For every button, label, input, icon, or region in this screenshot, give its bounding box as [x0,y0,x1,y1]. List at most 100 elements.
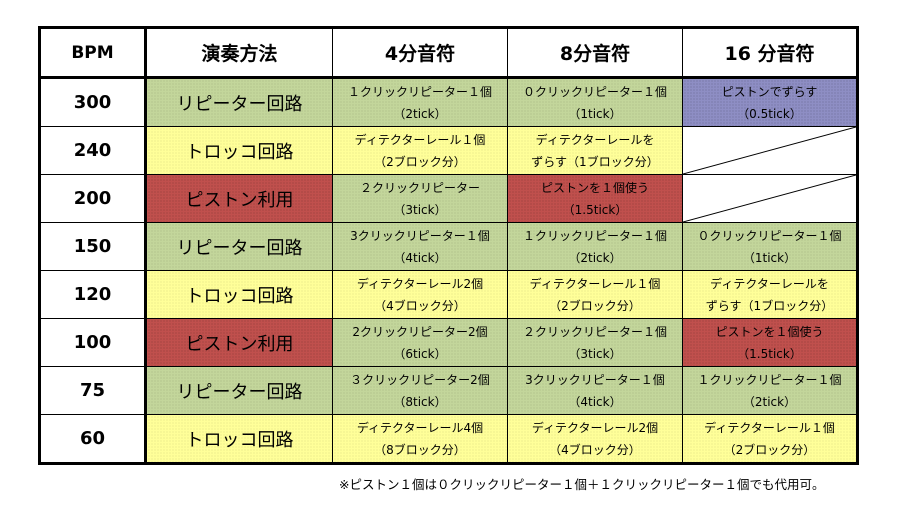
table-row: 75 リピーター回路 ３クリックリピーター2個 （8tick） 3クリックリピーター１個… [39,366,858,415]
eighth-note-cell: ディテクターレールを ずらす（1ブロック分） [507,126,683,175]
quarter-note-cell: 3クリックリピーター１個 （4tick） [332,222,508,271]
eighth-note-cell: ディテクターレール１個 （2ブロック分） [507,270,683,319]
cell-line-1: ディテクターレール１個 [354,132,486,147]
eighth-note-cell: １クリックリピーター１個 （2tick） [507,222,683,271]
cell-line-2: （3tick） [393,202,447,217]
cell-line-2: （2ブロック分） [549,298,641,313]
cell-line-1: ディテクターレール2個 [356,276,484,291]
diagonal-slash [683,175,856,222]
table-row: 60 トロッコ回路 ディテクターレール4個 （8ブロック分） ディテクターレール2個 （4… [39,414,858,464]
cell-line-1: 2クリックリピーター2個 [352,324,488,339]
cell-line-2: （1tick） [568,106,622,121]
cell-line-2: （4ブロック分） [374,298,466,313]
method-cell: リピーター回路 [145,222,333,271]
bpm-cell: 75 [39,366,147,415]
sixteenth-note-cell: ピストンを１個使う （1.5tick） [682,318,858,367]
quarter-note-cell: ２クリックリピーター （3tick） [332,174,508,223]
sixteenth-note-cell: ０クリックリピーター１個 （1tick） [682,222,858,271]
method-cell: リピーター回路 [145,77,333,127]
cell-line-1: ２クリックリピーター [359,180,480,195]
bpm-cell: 200 [39,174,147,223]
cell-line-2: （1.5tick） [562,202,628,217]
method-cell: リピーター回路 [145,366,333,415]
cell-line-1: ３クリックリピーター2個 [350,372,490,387]
cell-line-1: 3クリックリピーター１個 [350,228,490,243]
quarter-note-cell: ディテクターレール2個 （4ブロック分） [332,270,508,319]
bpm-cell: 240 [39,126,147,175]
bpm-cell: 60 [39,414,147,464]
eighth-note-cell: 3クリックリピーター１個 （4tick） [507,366,683,415]
table-row: 300 リピーター回路 １クリックリピーター１個 （2tick） ０クリックリピーター１… [39,77,858,127]
cell-line-2: （6tick） [393,346,447,361]
cell-line-1: １クリックリピーター１個 [347,84,492,99]
method-cell: トロッコ回路 [145,270,333,319]
cell-line-2: （8tick） [393,394,447,409]
sixteenth-note-cell [682,174,858,223]
cell-line-1: １クリックリピーター１個 [522,228,667,243]
bpm-cell: 150 [39,222,147,271]
method-cell: トロッコ回路 [145,126,333,175]
sixteenth-note-cell: ディテクターレール１個 （2ブロック分） [682,414,858,464]
header-bpm: BPM [39,27,147,79]
table-row: 100 ピストン利用 2クリックリピーター2個 （6tick） ２クリックリピーター１個… [39,318,858,367]
header-quarter-note: 4分音符 [332,27,508,79]
cell-line-1: ディテクターレール4個 [356,420,484,435]
bpm-cell: 300 [39,77,147,127]
cell-line-2: （2ブロック分） [723,442,816,457]
cell-line-2: （1.5tick） [737,346,802,361]
sixteenth-note-cell: １クリックリピーター１個 （2tick） [682,366,858,415]
eighth-note-cell: ディテクターレール2個 （4ブロック分） [507,414,683,464]
method-cell: ピストン利用 [145,318,333,367]
quarter-note-cell: ディテクターレール4個 （8ブロック分） [332,414,508,464]
cell-line-2: （2tick） [568,250,622,265]
cell-line-2: （8ブロック分） [374,442,466,457]
quarter-note-cell: ３クリックリピーター2個 （8tick） [332,366,508,415]
eighth-note-cell: ０クリックリピーター１個 （1tick） [507,77,683,127]
cell-line-1: １クリックリピーター１個 [697,372,842,387]
cell-line-2: （3tick） [568,346,622,361]
eighth-note-cell: ピストンを１個使う （1.5tick） [507,174,683,223]
cell-line-1: 3クリックリピーター１個 [525,372,665,387]
cell-line-2: （4ブロック分） [549,442,641,457]
cell-line-1: ピストンを１個使う [540,180,649,195]
sixteenth-note-cell [682,126,858,175]
cell-line-1: ディテクターレール2個 [531,420,659,435]
table-row: 200 ピストン利用 ２クリックリピーター （3tick） ピストンを１個使う （1.5t… [39,174,858,223]
diagonal-slash [683,127,856,174]
sixteenth-note-cell: ピストンでずらす （0.5tick） [682,77,858,127]
cell-line-1: ピストンを１個使う [715,324,824,339]
method-cell: ピストン利用 [145,174,333,223]
header-sixteenth-note: 16 分音符 [682,27,858,79]
table-row: 240 トロッコ回路 ディテクターレール１個 （2ブロック分） ディテクターレールを ずら… [39,126,858,175]
cell-line-1: ディテクターレールを [535,132,655,147]
quarter-note-cell: 2クリックリピーター2個 （6tick） [332,318,508,367]
eighth-note-cell: ２クリックリピーター１個 （3tick） [507,318,683,367]
cell-line-1: ディテクターレールを [710,276,829,291]
cell-line-1: ディテクターレール１個 [704,420,835,435]
table-row: 150 リピーター回路 3クリックリピーター１個 （4tick） １クリックリピーター１… [39,222,858,271]
cell-line-2: （2tick） [393,106,447,121]
cell-line-2: （1tick） [742,250,797,265]
quarter-note-cell: １クリックリピーター１個 （2tick） [332,77,508,127]
cell-line-1: ピストンでずらす [721,84,818,99]
header-row: BPM 演奏方法 4分音符 8分音符 16 分音符 [39,27,858,79]
method-cell: トロッコ回路 [145,414,333,464]
bpm-cell: 120 [39,270,147,319]
header-eighth-note: 8分音符 [507,27,683,79]
table-row: 120 トロッコ回路 ディテクターレール2個 （4ブロック分） ディテクターレール１個 （… [39,270,858,319]
bpm-table: BPM 演奏方法 4分音符 8分音符 16 分音符 300 リピーター回路 １クリッ… [38,26,859,465]
bpm-cell: 100 [39,318,147,367]
sixteenth-note-cell: ディテクターレールを ずらす（1ブロック分） [682,270,858,319]
cell-line-2: ずらす（1ブロック分） [705,298,834,313]
cell-line-1: ２クリックリピーター１個 [522,324,667,339]
cell-line-2: （2tick） [742,394,797,409]
footnote: ※ピストン１個は０クリックリピーター１個＋１クリックリピーター１個でも代用可。 [339,477,825,492]
cell-line-1: ０クリックリピーター１個 [697,228,842,243]
cell-line-2: （0.5tick） [737,106,802,121]
cell-line-2: （2ブロック分） [374,154,466,169]
cell-line-2: （4tick） [568,394,622,409]
quarter-note-cell: ディテクターレール１個 （2ブロック分） [332,126,508,175]
cell-line-2: （4tick） [393,250,447,265]
cell-line-1: ０クリックリピーター１個 [522,84,667,99]
cell-line-1: ディテクターレール１個 [529,276,661,291]
